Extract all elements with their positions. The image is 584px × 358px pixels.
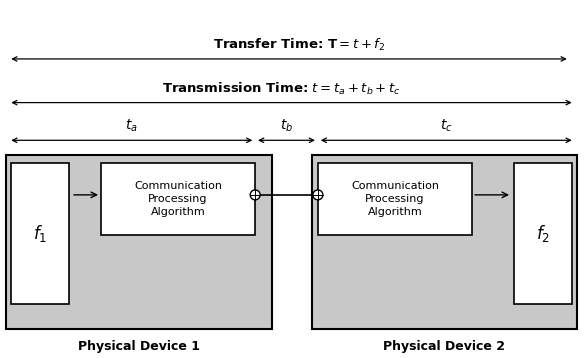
Text: Physical Device 1: Physical Device 1 [78, 340, 200, 353]
Bar [514, 163, 572, 304]
Text: Transmission Time: $t = t_a + t_b + t_c$: Transmission Time: $t = t_a + t_b + t_c$ [162, 81, 401, 97]
Bar [11, 163, 69, 304]
Text: Transfer Time: $\mathbf{T} = t + f_2$: Transfer Time: $\mathbf{T} = t + f_2$ [213, 37, 385, 53]
Text: Communication
Processing
Algorithm: Communication Processing Algorithm [134, 181, 222, 217]
Text: $t_c$: $t_c$ [440, 118, 453, 134]
Bar [101, 163, 255, 234]
Circle shape [250, 190, 260, 200]
Text: $t_b$: $t_b$ [280, 118, 293, 134]
Bar [312, 155, 576, 329]
Text: $t_a$: $t_a$ [126, 118, 138, 134]
Text: $f_1$: $f_1$ [33, 223, 47, 244]
Bar [318, 163, 472, 234]
Text: Physical Device 2: Physical Device 2 [383, 340, 505, 353]
Circle shape [313, 190, 323, 200]
Text: $f_2$: $f_2$ [536, 223, 550, 244]
Text: Communication
Processing
Algorithm: Communication Processing Algorithm [351, 181, 439, 217]
Bar [6, 155, 272, 329]
